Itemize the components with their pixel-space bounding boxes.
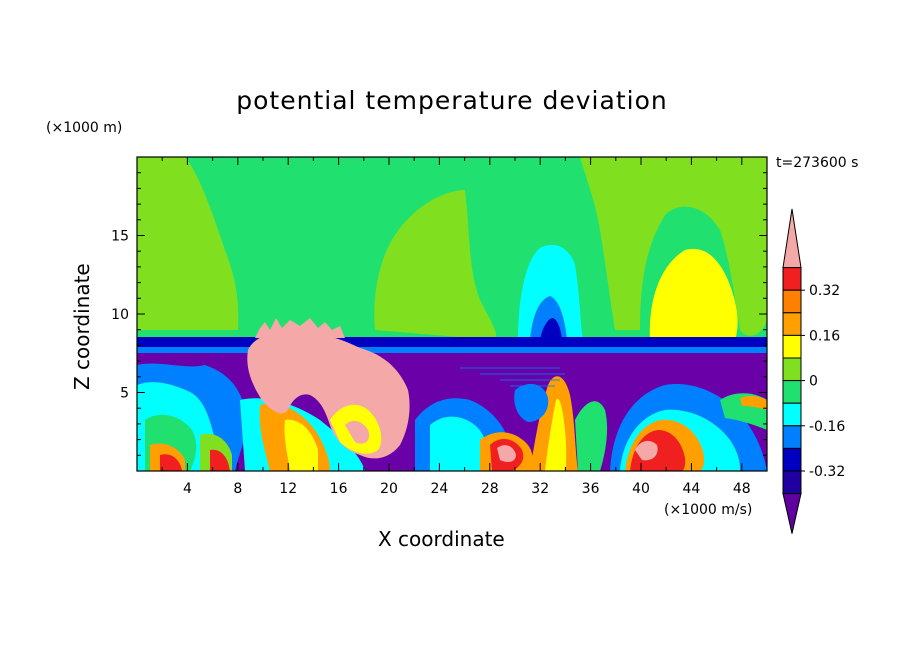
y-tick-label: 15 bbox=[111, 229, 129, 245]
colorbar-segment bbox=[782, 334, 802, 359]
field-lower-yellow-swirl bbox=[284, 419, 318, 471]
field-lower-cyan-center bbox=[430, 416, 489, 471]
colorbar-label: 0 bbox=[809, 374, 818, 390]
field-lower-red-left bbox=[160, 454, 182, 471]
field-yellow bbox=[649, 248, 738, 340]
field-lime-edge bbox=[137, 300, 160, 330]
colorbar-segment bbox=[782, 380, 802, 404]
x-tick-label: 44 bbox=[682, 481, 700, 497]
x-tick-label: 4 bbox=[183, 481, 192, 497]
colorbar-label: 0.16 bbox=[809, 328, 840, 344]
colorbar-label: -0.16 bbox=[809, 419, 845, 435]
colorbar-segment bbox=[782, 402, 802, 427]
field-stripes bbox=[460, 367, 565, 387]
field-lower-pink-right bbox=[635, 440, 658, 461]
x-tick-label: 28 bbox=[481, 481, 499, 497]
y-tick-label: 10 bbox=[111, 307, 129, 323]
field-lower-red-right bbox=[630, 430, 686, 471]
y-axis-unit: (×1000 m) bbox=[46, 120, 123, 136]
x-tick-label: 8 bbox=[233, 481, 242, 497]
y-tick-label: 5 bbox=[120, 386, 129, 402]
colorbar-top-arrow bbox=[782, 208, 802, 269]
field-pink-spikes bbox=[255, 318, 345, 338]
x-axis-label: X coordinate bbox=[378, 527, 505, 551]
field-band-navy bbox=[137, 337, 767, 347]
field-lower-orange-right2 bbox=[740, 395, 767, 410]
x-axis: 4 8 12 16 20 24 28 32 36 40 44 48 bbox=[161, 157, 751, 497]
field-column-blue bbox=[514, 383, 549, 422]
field-lower-pink-center bbox=[497, 445, 516, 463]
x-tick-label: 24 bbox=[430, 481, 448, 497]
colorbar-label: 0.32 bbox=[809, 283, 840, 299]
x-tick-label: 16 bbox=[330, 481, 348, 497]
y-axis: 5 10 15 bbox=[111, 172, 767, 456]
colorbar-label: -0.32 bbox=[809, 464, 845, 480]
colorbar-segment bbox=[782, 447, 802, 472]
x-tick-label: 36 bbox=[582, 481, 600, 497]
field-navy-plume bbox=[540, 318, 562, 340]
colorbar-segment bbox=[782, 470, 802, 495]
x-tick-label: 20 bbox=[380, 481, 398, 497]
field-lime-right bbox=[580, 157, 767, 336]
colorbar-bottom-arrow bbox=[782, 493, 802, 534]
x-tick-label: 40 bbox=[632, 481, 650, 497]
colorbar-segment bbox=[782, 312, 802, 336]
field-lime-left bbox=[137, 157, 239, 330]
field-column-green bbox=[575, 401, 608, 471]
field-band-blue bbox=[137, 347, 767, 353]
heatmap-field bbox=[137, 157, 767, 471]
field-lime-mid bbox=[374, 190, 497, 340]
field-cyan-plume bbox=[518, 244, 583, 340]
colorbar-segment bbox=[782, 425, 802, 449]
field-column-yellow bbox=[545, 399, 567, 471]
chart-title: potential temperature deviation bbox=[236, 86, 668, 115]
field-lower-red-left2 bbox=[210, 449, 230, 471]
x-tick-label: 12 bbox=[279, 481, 297, 497]
colorbar-segment bbox=[782, 357, 802, 382]
x-tick-label: 32 bbox=[531, 481, 549, 497]
x-axis-unit: (×1000 m/s) bbox=[664, 502, 753, 518]
colorbar: 0.32 0.16 0 -0.16 -0.32 bbox=[782, 208, 845, 534]
time-label: t=273600 s bbox=[776, 155, 859, 171]
field-pink-core bbox=[345, 420, 370, 444]
colorbar-segment bbox=[782, 289, 802, 314]
x-tick-label: 48 bbox=[733, 481, 751, 497]
colorbar-segment bbox=[782, 267, 802, 291]
